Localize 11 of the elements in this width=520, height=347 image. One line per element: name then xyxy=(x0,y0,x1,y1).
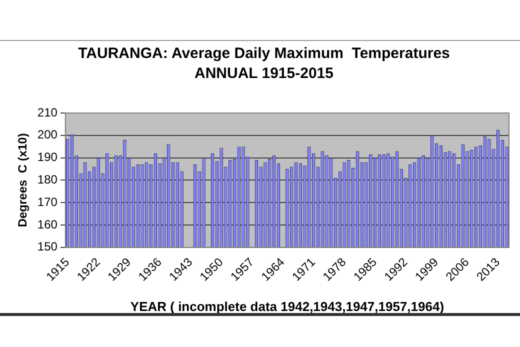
y-tick-label: 170 xyxy=(37,194,58,209)
y-axis-title: Degrees C (x10) xyxy=(16,133,30,228)
y-tick-label: 200 xyxy=(37,128,58,142)
x-axis-title: YEAR ( incomplete data 1942,1943,1947,1957,1964) xyxy=(130,298,444,314)
chart-title: TAURANGA: Average Daily Maximum Temperatures xyxy=(78,45,450,62)
y-tick-label: 160 xyxy=(37,217,58,232)
y-tick-label: 150 xyxy=(37,240,58,254)
y-tick-label: 210 xyxy=(37,105,58,120)
chart-subtitle: ANNUAL 1915-2015 xyxy=(194,65,334,82)
y-tick-label: 190 xyxy=(37,150,58,164)
y-tick-label: 180 xyxy=(37,172,58,186)
